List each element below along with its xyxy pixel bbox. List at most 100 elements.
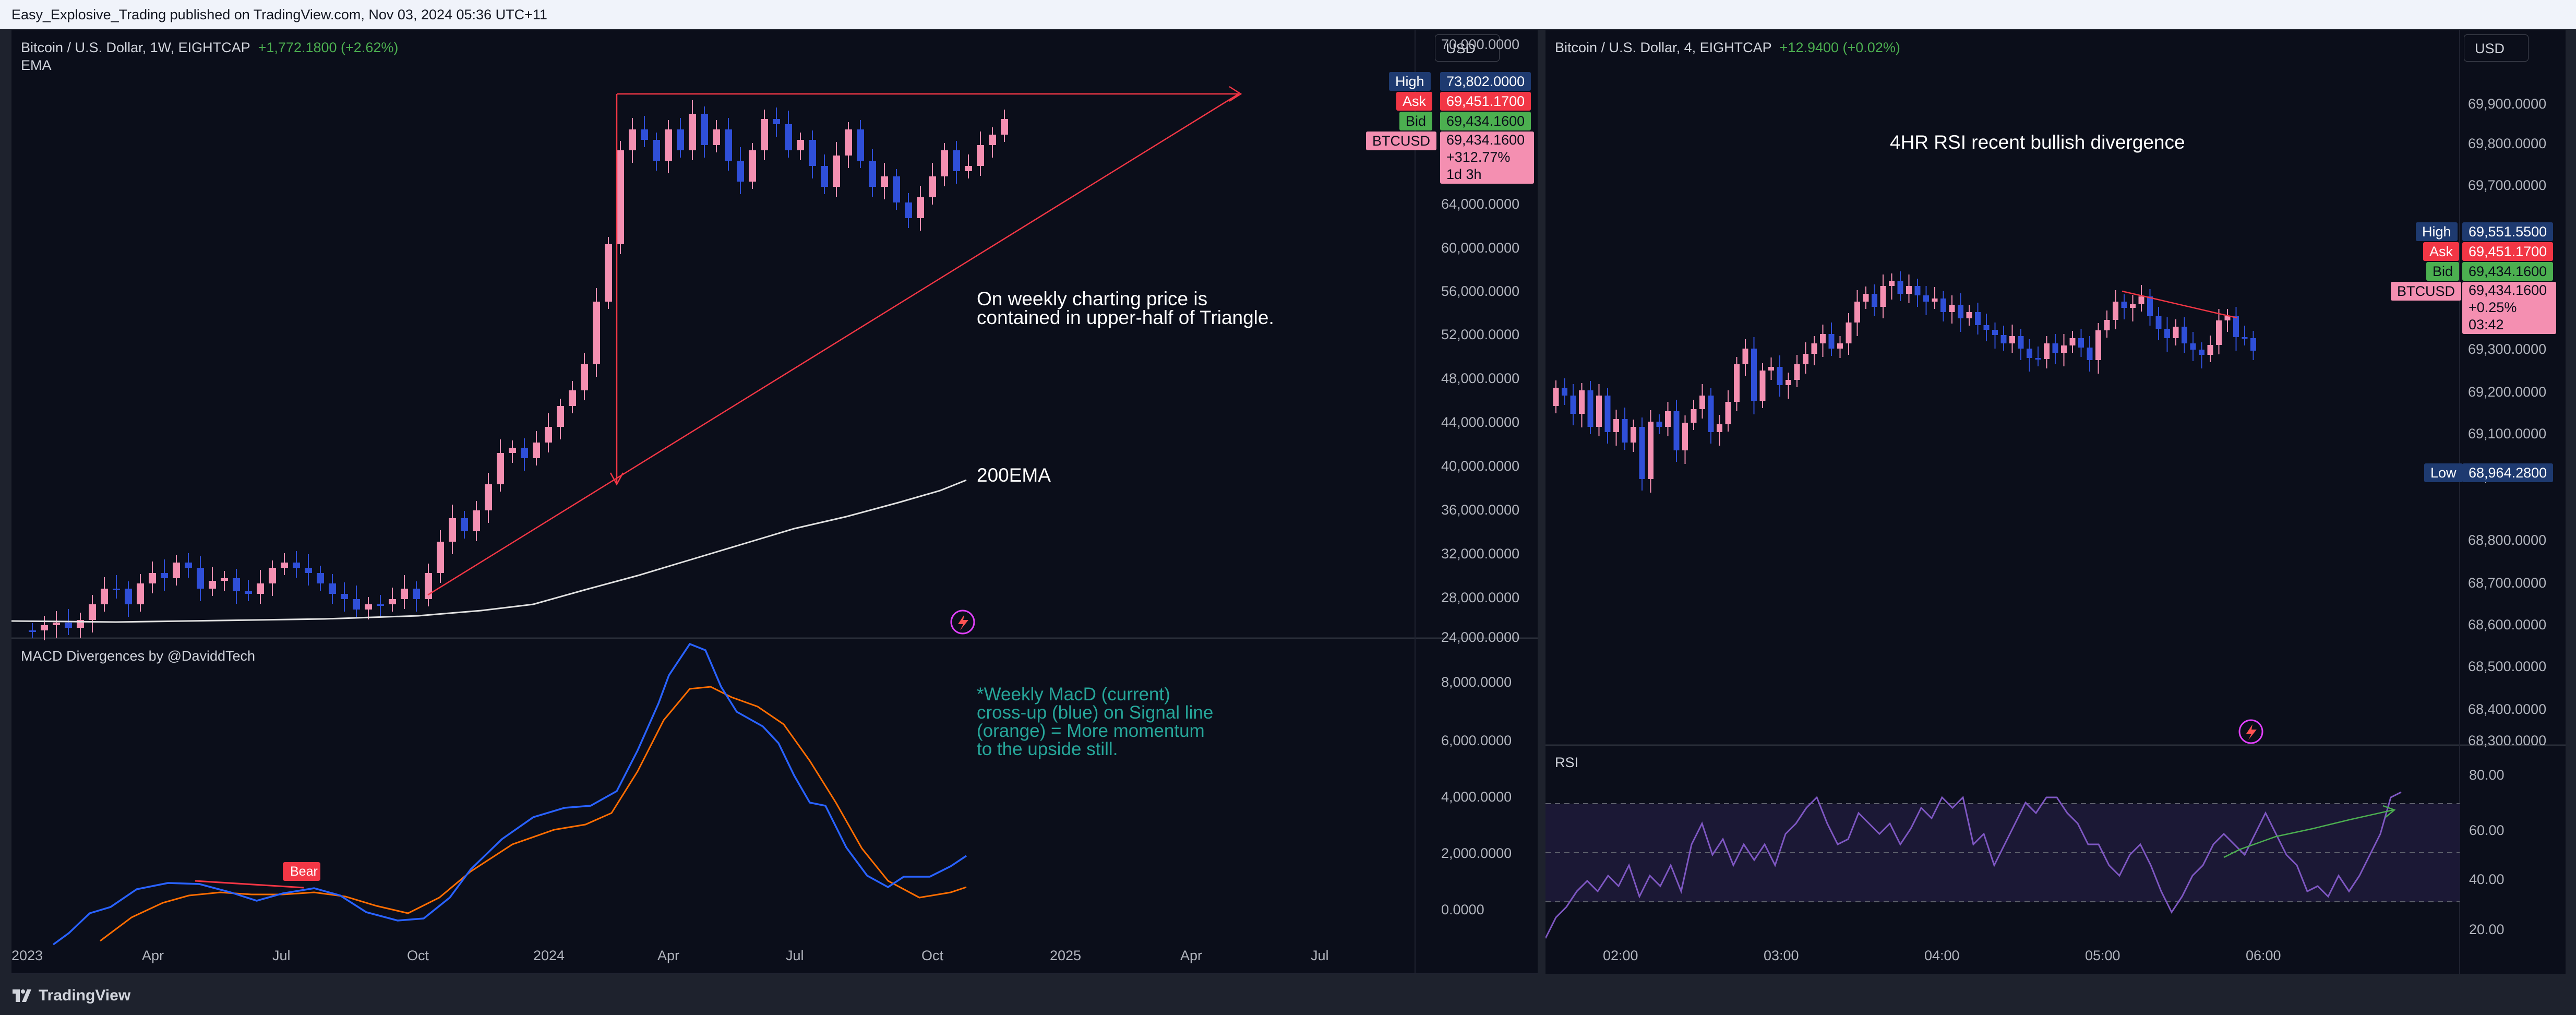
right-bid-value: 69,434.1600 <box>2462 262 2554 281</box>
rsi-indicator-title[interactable]: RSI <box>1555 755 1579 770</box>
left-symbol-line: Bitcoin / U.S. Dollar, 1W, EIGHTCAP +1,7… <box>21 40 398 56</box>
candle-body <box>701 114 708 145</box>
candle-body <box>1923 295 1929 302</box>
candle-body <box>2052 343 2058 353</box>
macd-axis-label: 6,000.0000 <box>1441 733 1512 748</box>
candle-body <box>1604 396 1611 432</box>
candle-body <box>473 510 480 531</box>
candle-body <box>1742 349 1748 364</box>
flash-bolt-icon-right <box>2246 724 2257 740</box>
price-axis-label: 69,700.0000 <box>2468 177 2547 193</box>
ask-label: Ask <box>1396 92 1433 111</box>
candle-body <box>2069 338 2076 345</box>
candle-body <box>689 114 696 150</box>
time-axis-label: Oct <box>407 948 429 963</box>
candle-body <box>785 124 792 150</box>
price-axis-label: 68,800.0000 <box>2468 532 2547 548</box>
candle-body <box>725 129 732 161</box>
price-axis-label: 68,400.0000 <box>2468 701 2547 717</box>
candle-body <box>401 589 408 599</box>
price-axis-label: 52,000.0000 <box>1441 327 1520 342</box>
candle-body <box>209 581 216 589</box>
bid-label: Bid <box>1399 112 1433 130</box>
candle-body <box>761 119 768 150</box>
candle-body <box>2199 350 2204 355</box>
ema-indicator-label[interactable]: EMA <box>21 57 52 73</box>
candle-body <box>233 578 240 591</box>
price-axis-label: 40,000.0000 <box>1441 458 1520 474</box>
candle-body <box>749 150 756 182</box>
time-axis-label: 06:00 <box>2246 948 2281 963</box>
candle-body <box>1940 298 1946 312</box>
candle-body <box>2242 337 2248 339</box>
weekly-candles <box>29 100 1008 640</box>
candle-body <box>149 573 156 583</box>
candle-body <box>1786 380 1791 385</box>
time-axis-label: Jul <box>786 948 804 963</box>
candle-body <box>449 518 456 542</box>
candle-body <box>1958 305 1963 318</box>
time-axis-label: 03:00 <box>1764 948 1799 963</box>
publisher-header: Easy_Explosive_Trading published on Trad… <box>0 0 2576 29</box>
candle-body <box>2018 336 2024 349</box>
candle-body <box>1587 390 1593 427</box>
candle-body <box>545 427 552 443</box>
candle-body <box>1562 388 1567 396</box>
tradingview-logo-icon <box>13 989 31 1002</box>
candle-body <box>941 150 948 176</box>
right-low-value: 68,964.2800 <box>2462 463 2554 482</box>
candle-body <box>1811 343 1817 354</box>
macd-indicator-title[interactable]: MACD Divergences by @DaviddTech <box>21 648 256 664</box>
candle-body <box>89 604 96 620</box>
candle-body <box>953 150 960 171</box>
price-axis-label: 69,200.0000 <box>2468 384 2547 400</box>
macd-note-line: (orange) = More momentum <box>977 721 1205 741</box>
price-axis-label: 69,300.0000 <box>2468 341 2547 357</box>
candle-body <box>2095 330 2101 360</box>
tradingview-brand[interactable]: TradingView <box>39 987 131 1004</box>
currency-button[interactable]: USD <box>1435 34 1500 62</box>
right-btcusd-price-box: 69,434.1600 +0.25% 03:42 <box>2462 282 2556 334</box>
candle-body <box>29 630 36 632</box>
candle-body <box>713 129 720 145</box>
candle-body <box>917 197 924 218</box>
candle-body <box>1001 119 1008 135</box>
candle-body <box>293 563 300 568</box>
candle-body <box>1553 388 1559 406</box>
triangle-note-line1: On weekly charting price is <box>977 288 1208 309</box>
candle-body <box>1631 427 1636 443</box>
flash-logo-icon <box>950 610 975 635</box>
candle-body <box>629 129 636 150</box>
price-axis-label: 69,800.0000 <box>2468 136 2547 151</box>
rsi-axis-label: 60.00 <box>2469 822 2505 838</box>
candle-body <box>2190 343 2196 350</box>
right-ask-label: Ask <box>2423 242 2460 261</box>
candle-body <box>2224 316 2231 320</box>
candle-body <box>2061 345 2067 353</box>
candle-body <box>617 150 624 244</box>
right-bid-label: Bid <box>2426 262 2460 281</box>
price-axis-label: 28,000.0000 <box>1441 590 1520 605</box>
candle-body <box>1708 396 1714 432</box>
candle-body <box>365 604 372 610</box>
candle-body <box>1846 323 1852 343</box>
left-change: +1,772.1800 (+2.62%) <box>258 40 399 55</box>
weekly-chart-panel[interactable]: Bitcoin / U.S. Dollar, 1W, EIGHTCAP +1,7… <box>11 30 1538 974</box>
macd-axis-label: 8,000.0000 <box>1441 674 1512 690</box>
candle-body <box>1992 330 1998 335</box>
candle-body <box>2147 296 2153 316</box>
candle-body <box>1854 302 1860 323</box>
candle-body <box>269 568 276 583</box>
high-value: 73,802.0000 <box>1440 72 1531 91</box>
currency-button-right[interactable]: USD <box>2464 34 2529 62</box>
rsi-divergence-note: 4HR RSI recent bullish divergence <box>1890 132 2185 153</box>
price-axis-label: 60,000.0000 <box>1441 240 1520 256</box>
candle-body <box>2078 338 2084 348</box>
candle-body <box>773 119 780 124</box>
four-hour-chart-panel[interactable]: Bitcoin / U.S. Dollar, 4, EIGHTCAP +12.9… <box>1545 30 2566 974</box>
candle-body <box>425 573 432 599</box>
time-axis-label: 04:00 <box>1924 948 1960 963</box>
candle-body <box>221 578 228 581</box>
candle-body <box>389 599 396 604</box>
candle-body <box>1872 294 1877 307</box>
